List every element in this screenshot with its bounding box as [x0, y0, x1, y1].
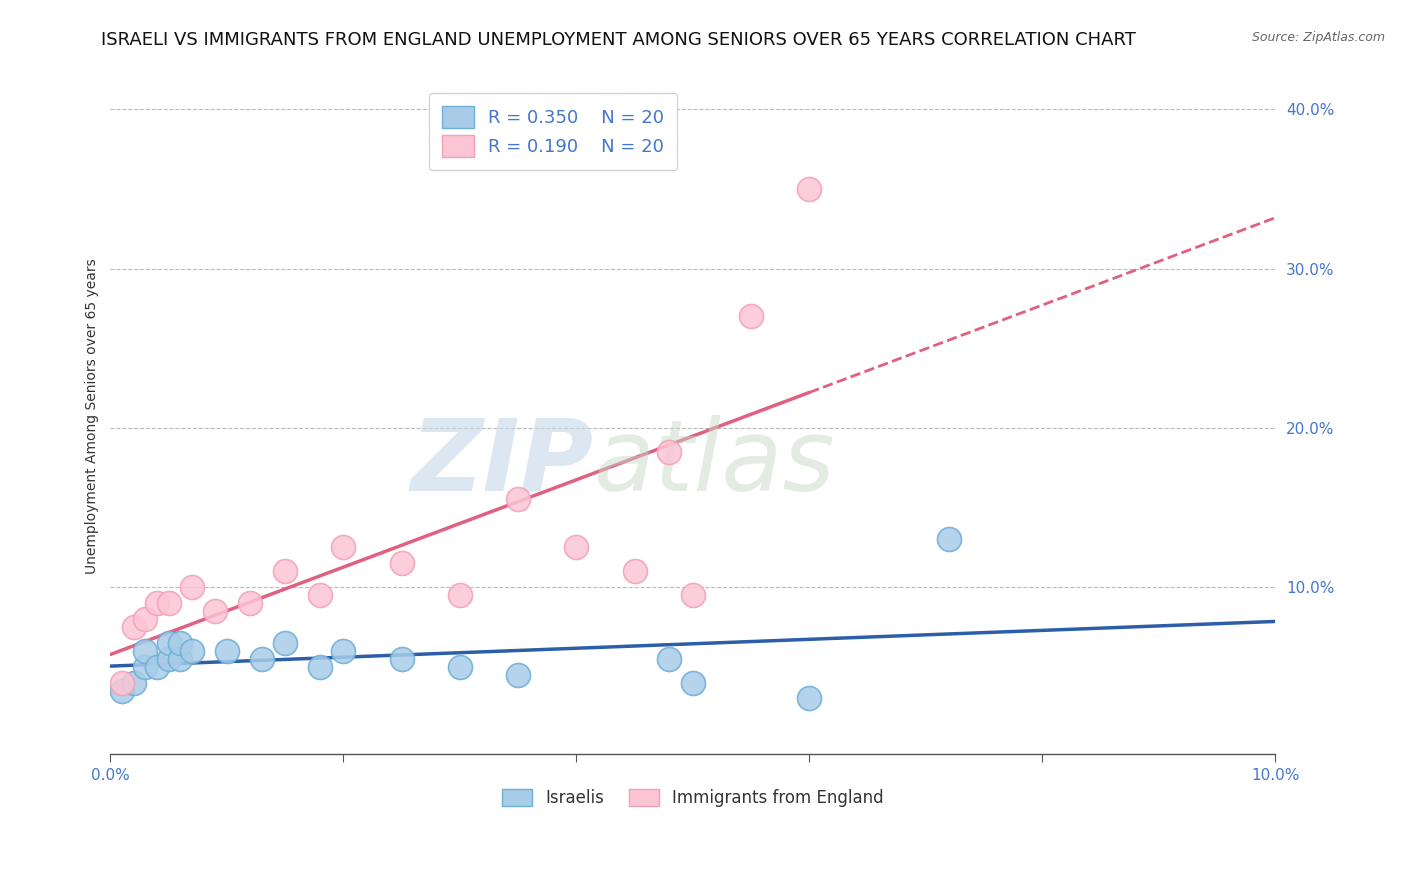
- Point: [169, 651, 191, 665]
- Point: [122, 620, 145, 634]
- Point: [506, 492, 529, 507]
- Point: [506, 667, 529, 681]
- Point: [157, 636, 180, 650]
- Point: [250, 651, 273, 665]
- Point: [309, 588, 332, 602]
- Point: [274, 564, 297, 578]
- Point: [157, 596, 180, 610]
- Point: [658, 444, 681, 458]
- Point: [449, 588, 471, 602]
- Point: [122, 675, 145, 690]
- Point: [332, 540, 354, 554]
- Point: [740, 310, 762, 324]
- Legend: Israelis, Immigrants from England: Israelis, Immigrants from England: [495, 782, 890, 814]
- Point: [146, 596, 169, 610]
- Point: [682, 588, 704, 602]
- Y-axis label: Unemployment Among Seniors over 65 years: Unemployment Among Seniors over 65 years: [86, 258, 100, 574]
- Point: [938, 533, 960, 547]
- Point: [239, 596, 262, 610]
- Point: [391, 651, 413, 665]
- Text: ISRAELI VS IMMIGRANTS FROM ENGLAND UNEMPLOYMENT AMONG SENIORS OVER 65 YEARS CORR: ISRAELI VS IMMIGRANTS FROM ENGLAND UNEMP…: [101, 31, 1136, 49]
- Point: [181, 643, 204, 657]
- Point: [623, 564, 645, 578]
- Point: [134, 643, 156, 657]
- Text: atlas: atlas: [593, 415, 835, 512]
- Point: [682, 675, 704, 690]
- Point: [204, 604, 226, 618]
- Point: [332, 643, 354, 657]
- Point: [169, 636, 191, 650]
- Point: [391, 556, 413, 570]
- Point: [274, 636, 297, 650]
- Point: [799, 182, 821, 196]
- Point: [181, 580, 204, 594]
- Point: [215, 643, 238, 657]
- Text: Source: ZipAtlas.com: Source: ZipAtlas.com: [1251, 31, 1385, 45]
- Point: [309, 659, 332, 673]
- Point: [658, 651, 681, 665]
- Point: [111, 683, 134, 698]
- Point: [134, 659, 156, 673]
- Point: [157, 651, 180, 665]
- Point: [449, 659, 471, 673]
- Point: [565, 540, 588, 554]
- Point: [146, 659, 169, 673]
- Text: ZIP: ZIP: [411, 415, 593, 512]
- Point: [134, 612, 156, 626]
- Point: [799, 691, 821, 706]
- Point: [111, 675, 134, 690]
